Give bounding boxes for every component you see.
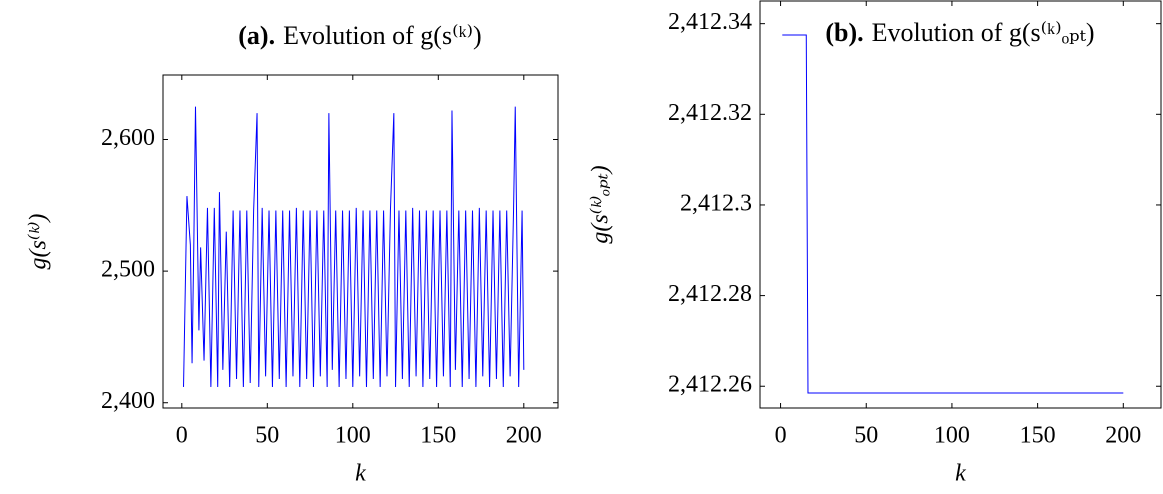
- data-line: [782, 34, 1124, 394]
- x-axis-label: k: [355, 461, 366, 487]
- y-tick-label: 2,412.34: [668, 9, 752, 35]
- x-axis-label: k: [955, 461, 966, 487]
- x-tick-label: 200: [1105, 423, 1141, 449]
- x-tick-label: 50: [854, 423, 878, 449]
- title-text: Evolution of g(s⁽ᵏ⁾): [283, 21, 482, 50]
- y-tick-label: 2,412.3: [680, 190, 752, 216]
- title-number: (b).: [825, 18, 863, 47]
- x-tick-label: 0: [176, 423, 188, 449]
- y-tick-label: 2,600: [101, 125, 155, 151]
- data-line: [183, 106, 525, 387]
- plot-frame: [759, 0, 1162, 409]
- title-text: Evolution of g(s⁽ᵏ⁾ₒₚₜ): [872, 18, 1095, 47]
- x-tick-label: 100: [335, 423, 371, 449]
- x-tick-label: 150: [1020, 423, 1056, 449]
- y-axis-label: g(s⁽ᵏ⁾): [26, 214, 52, 270]
- x-tick-label: 0: [775, 423, 787, 449]
- plot-frame: [162, 74, 559, 409]
- x-tick-label: 150: [420, 423, 456, 449]
- y-tick-label: 2,500: [101, 257, 155, 283]
- chart-title: (a). Evolution of g(s⁽ᵏ⁾): [238, 21, 481, 50]
- y-tick-label: 2,412.32: [668, 100, 752, 126]
- y-tick-label: 2,412.26: [668, 372, 752, 398]
- x-tick-label: 100: [934, 423, 970, 449]
- y-tick-label: 2,412.28: [668, 281, 752, 307]
- x-tick-label: 50: [255, 423, 279, 449]
- title-number: (a).: [238, 21, 275, 50]
- y-tick-label: 2,400: [101, 388, 155, 414]
- x-tick-label: 200: [506, 423, 542, 449]
- chart-title: (b). Evolution of g(s⁽ᵏ⁾ₒₚₜ): [825, 18, 1094, 47]
- y-axis-label: g(s⁽ᵏ⁾ₒₚₜ): [588, 165, 614, 243]
